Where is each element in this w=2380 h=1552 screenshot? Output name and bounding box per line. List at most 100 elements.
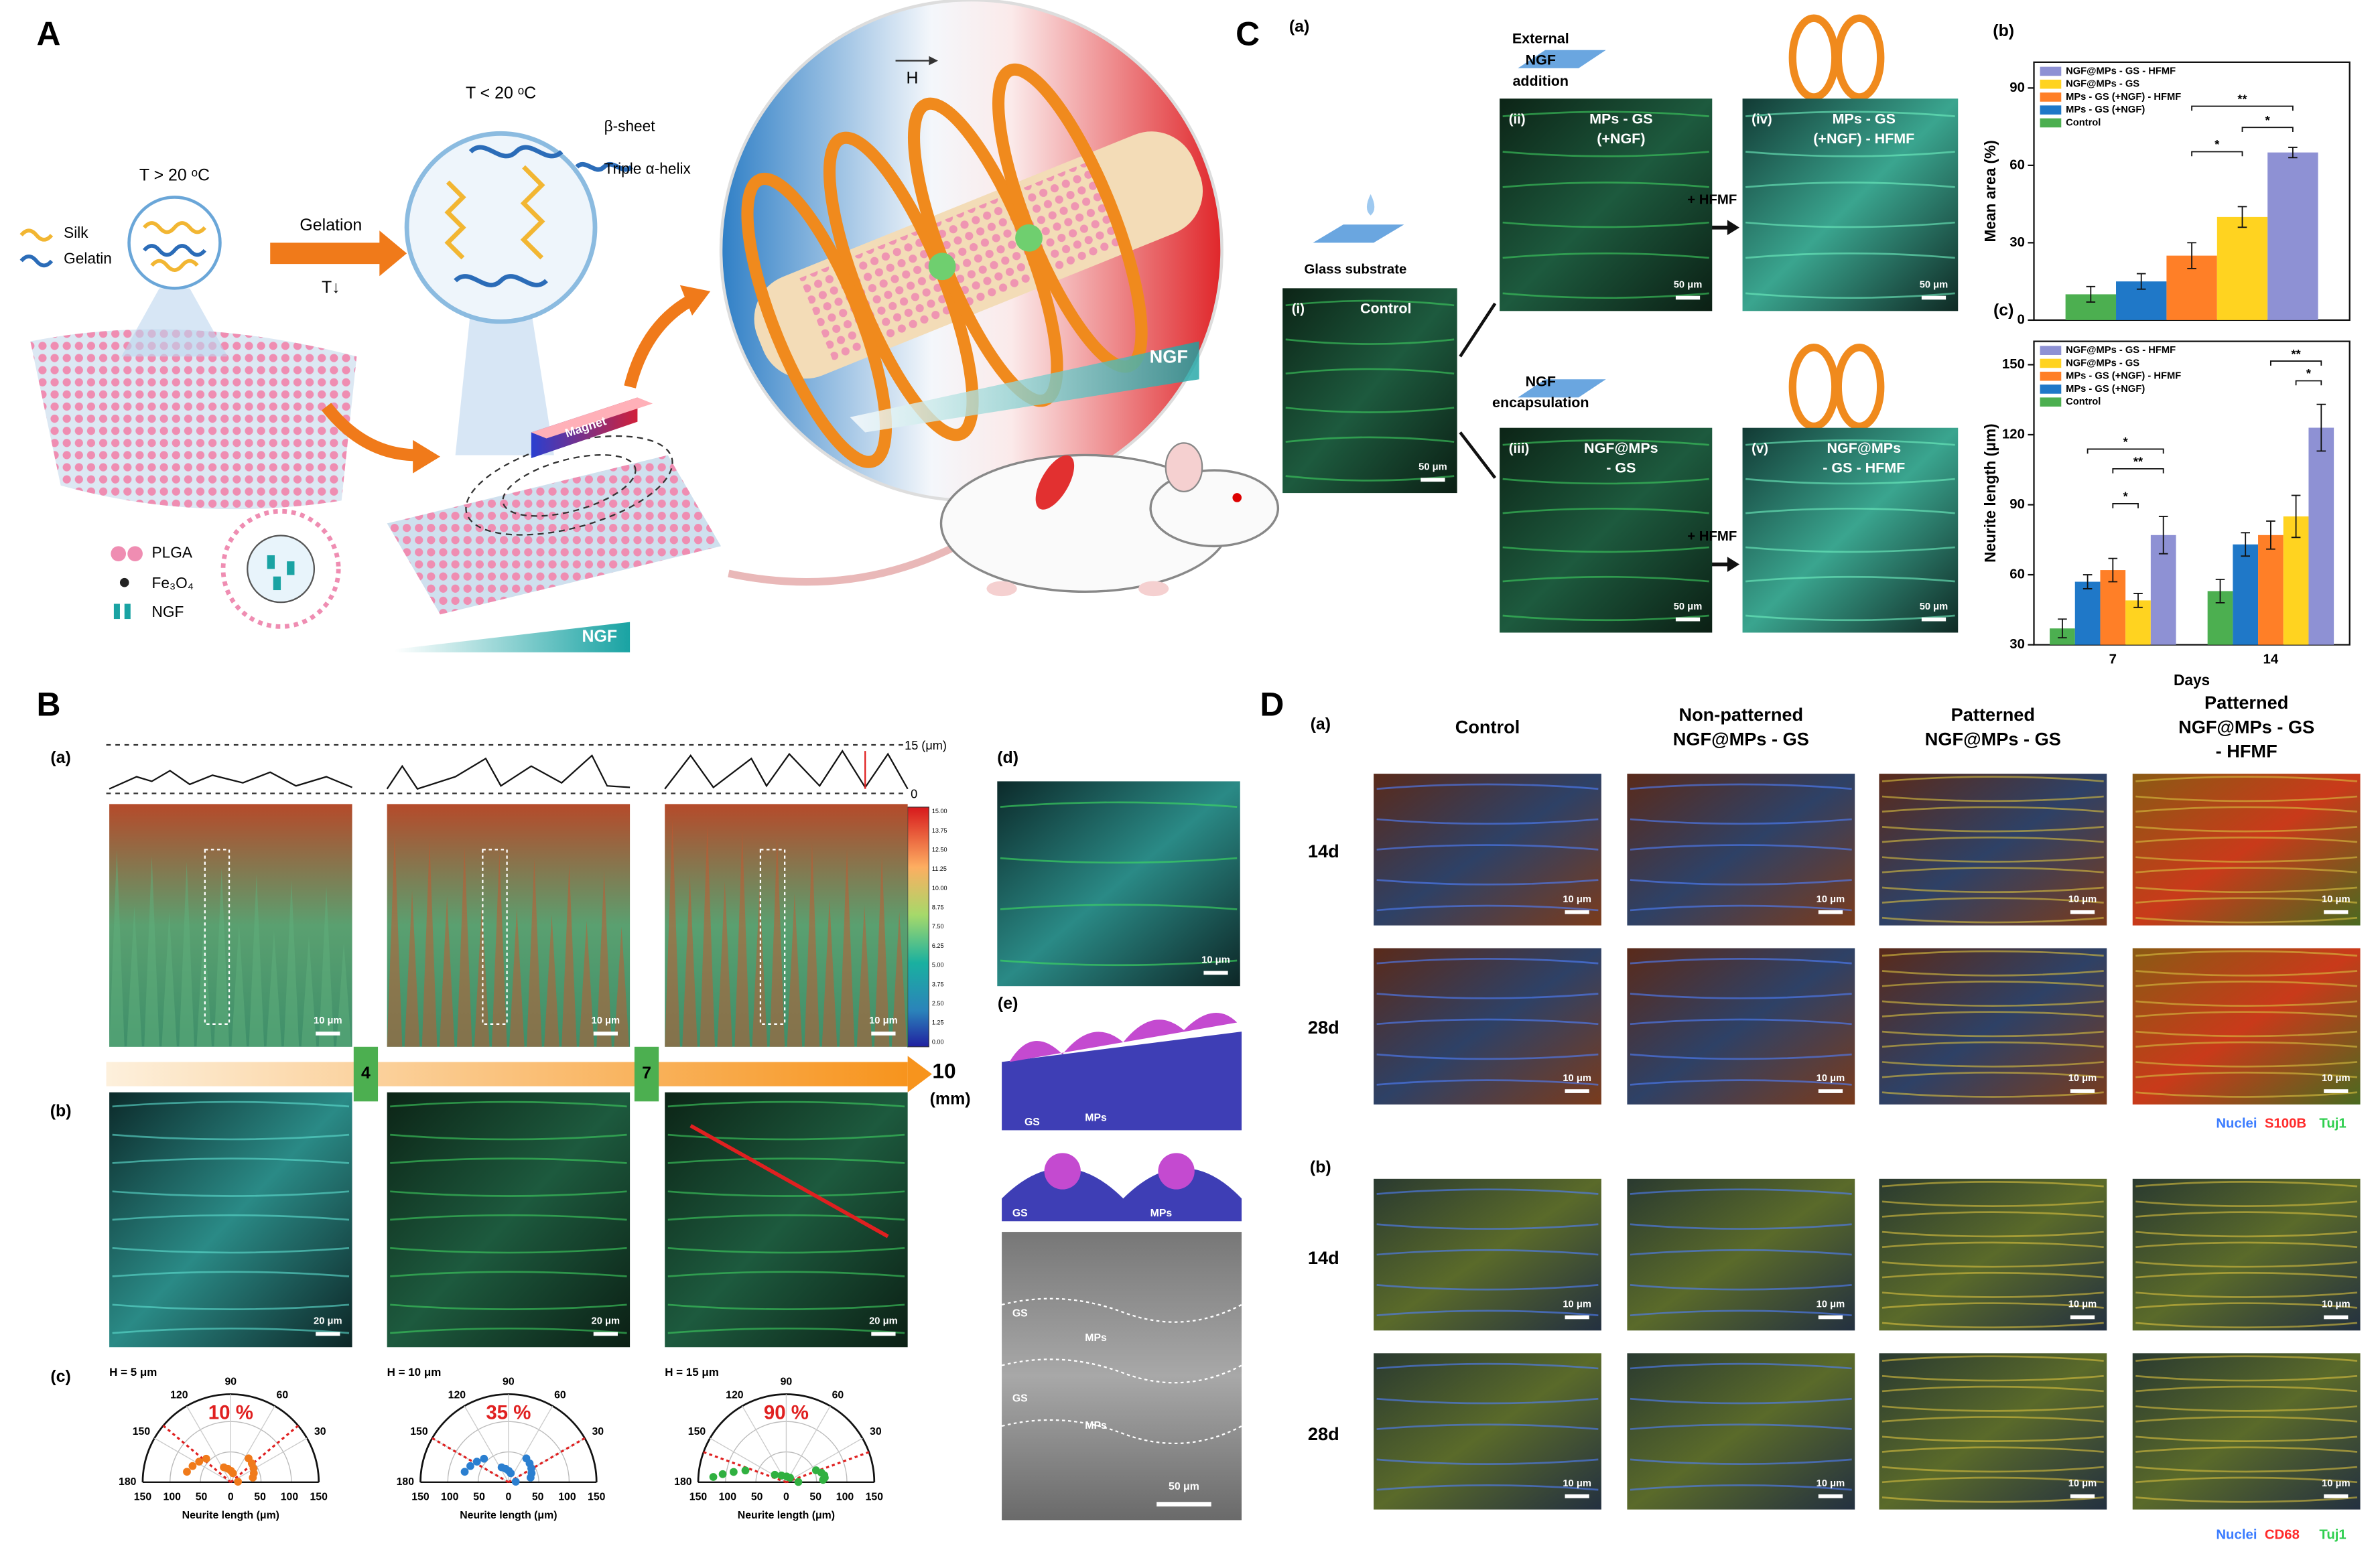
- texture: [2135, 1030, 2358, 1038]
- bar: [2308, 427, 2334, 645]
- texture: [1745, 221, 1955, 228]
- label: (iv): [1751, 112, 1772, 127]
- decoration: [1001, 1297, 1242, 1323]
- decoration: [741, 172, 892, 468]
- texture: [1630, 1188, 1852, 1195]
- micrograph: [1282, 288, 1457, 494]
- sig-label: *: [2123, 435, 2129, 449]
- decoration: [321, 403, 418, 462]
- scale-bar: [316, 1032, 340, 1036]
- label: 100: [441, 1492, 459, 1503]
- texture: [2135, 981, 2358, 987]
- decoration: [575, 161, 633, 172]
- texture: [1881, 1435, 2104, 1443]
- label: T > 20 ᵒC: [139, 165, 210, 184]
- texture: [112, 1327, 350, 1334]
- label: addition: [1512, 73, 1569, 89]
- error-bar: [2241, 532, 2250, 557]
- texture: [1881, 916, 2104, 924]
- sig-bracket: [2087, 448, 2164, 454]
- texture: [144, 855, 159, 1047]
- label: (iii): [1509, 441, 1530, 456]
- decoration: [1834, 14, 1885, 101]
- decoration: [1002, 1032, 1242, 1131]
- error-bar: [2291, 494, 2301, 539]
- label: 3.75: [932, 981, 944, 987]
- texture: [1881, 1181, 2104, 1188]
- texture: [1502, 546, 1709, 553]
- micrograph: [1374, 1178, 1601, 1331]
- label: (b): [50, 1102, 72, 1121]
- panel-label: C: [1236, 15, 1260, 53]
- decoration: [664, 750, 909, 790]
- texture: [112, 1271, 350, 1277]
- column-header: NGF@MPs - GS: [2178, 716, 2314, 737]
- decoration: [113, 604, 120, 620]
- scale-label: 10 μm: [314, 1015, 342, 1026]
- texture: [1881, 836, 2104, 843]
- decoration: [1313, 224, 1404, 243]
- scale-bar: [2324, 1315, 2349, 1320]
- sector-line: [785, 1451, 870, 1484]
- label: 14d: [1308, 1247, 1339, 1268]
- neurite-dot: [507, 1469, 515, 1478]
- texture: [667, 1133, 905, 1141]
- sig-label: **: [2133, 455, 2143, 469]
- texture: [1376, 1018, 1599, 1026]
- scale-label: 10 μm: [2068, 1073, 2097, 1084]
- texture: [2135, 1230, 2358, 1238]
- texture: [1881, 950, 2104, 957]
- label: (b): [1993, 21, 2014, 40]
- error-bar: [2215, 579, 2225, 604]
- label: (i): [1292, 301, 1305, 316]
- scale-label: 20 μm: [869, 1316, 898, 1327]
- texture: [1881, 1446, 2104, 1453]
- texture: [1502, 111, 1709, 117]
- schematic-a: [19, 0, 1280, 652]
- sig-bracket: [2241, 127, 2294, 133]
- label: 90: [225, 1377, 237, 1388]
- label: (+NGF) - HFMF: [1813, 131, 1914, 147]
- label: Silk: [64, 224, 88, 241]
- decoration: [1009, 1012, 1238, 1062]
- scale-label: 20 μm: [314, 1316, 342, 1327]
- label: Triple α-helix: [604, 160, 691, 178]
- neurite-dot: [771, 1470, 779, 1479]
- texture: [1376, 1188, 1599, 1195]
- texture: [1502, 507, 1709, 514]
- texture: [1000, 801, 1238, 808]
- scale-bar: [1675, 295, 1701, 300]
- legend-swatch: [2040, 92, 2062, 102]
- scale-bar: [1156, 1502, 1211, 1507]
- label: 90 %: [764, 1402, 809, 1424]
- decoration: [387, 455, 722, 615]
- texture: [2135, 1496, 2358, 1503]
- label: NGF: [1526, 52, 1556, 68]
- texture: [839, 849, 855, 1047]
- texture: [456, 846, 472, 1047]
- decoration: [928, 253, 956, 281]
- texture: [112, 1133, 350, 1141]
- decoration: [111, 546, 127, 562]
- label: (c): [1993, 301, 2013, 320]
- sig-bracket: [2295, 380, 2322, 386]
- texture: [1000, 857, 1238, 864]
- scale-label: 10 μm: [1563, 1299, 1591, 1310]
- texture: [1630, 844, 1852, 851]
- texture: [439, 896, 455, 1047]
- decoration: [404, 131, 598, 324]
- label: 90: [503, 1377, 515, 1388]
- texture: [579, 920, 594, 1047]
- column-header: Patterned: [1951, 704, 2035, 725]
- texture: [2135, 1200, 2358, 1207]
- legend-swatch: [2040, 358, 2062, 368]
- label: 30: [314, 1426, 326, 1437]
- decoration: [468, 145, 564, 159]
- decoration: [454, 274, 548, 287]
- error-bar: [2187, 242, 2196, 269]
- texture: [1630, 1362, 1852, 1370]
- texture: [596, 871, 612, 1047]
- neurite-dot: [741, 1466, 750, 1475]
- texture: [1630, 1018, 1852, 1026]
- label: + HFMF: [1687, 192, 1737, 207]
